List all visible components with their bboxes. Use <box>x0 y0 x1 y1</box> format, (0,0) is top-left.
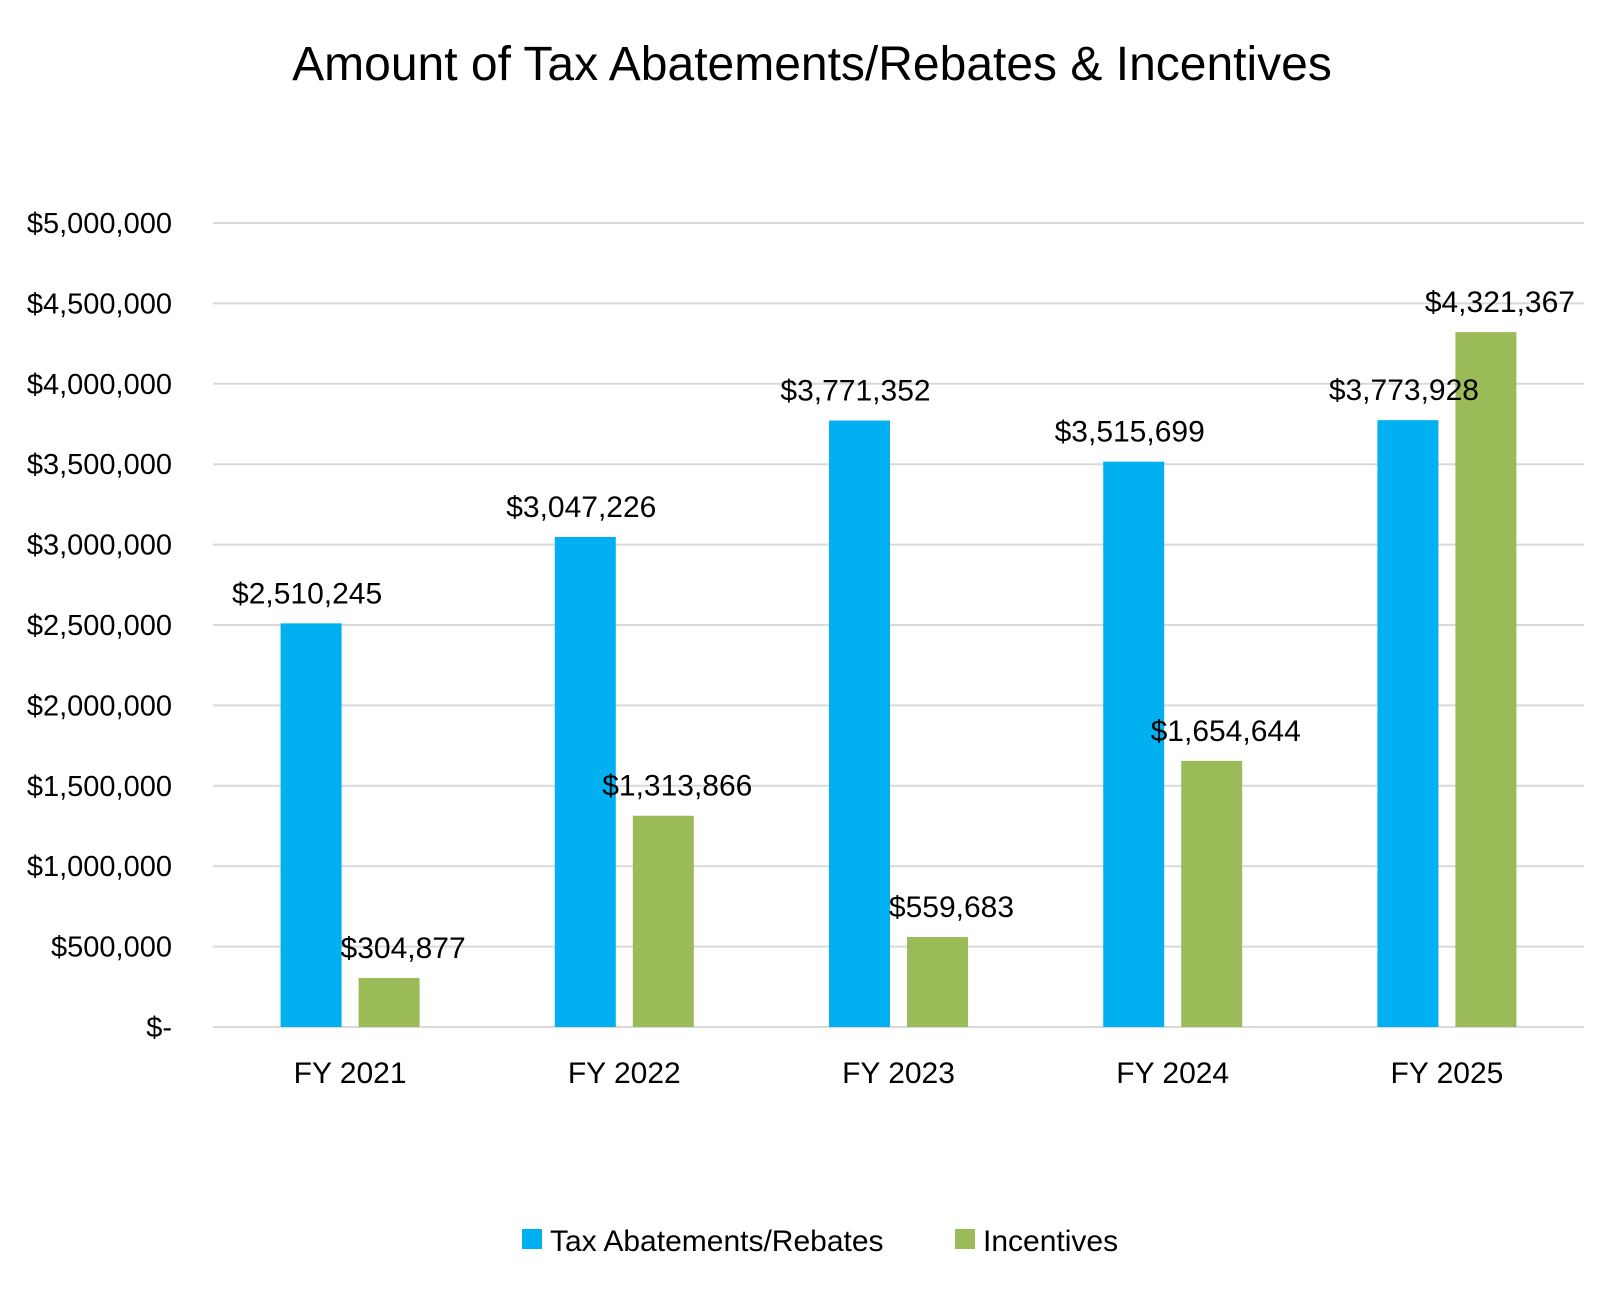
y-tick-label: $2,500,000 <box>27 610 172 642</box>
x-category-label: FY 2025 <box>1390 1057 1503 1090</box>
legend: Tax Abatements/Rebates Incentives <box>522 1225 1118 1258</box>
y-tick-label: $5,000,000 <box>27 208 172 240</box>
y-axis-tick-labels: $- $500,000 $1,000,000 $1,500,000 $2,000,000… <box>27 208 172 1044</box>
bars <box>280 332 1517 1028</box>
x-category-label: FY 2024 <box>1116 1057 1229 1090</box>
bar-tax-abatements-fy-2025 <box>1377 420 1439 1028</box>
y-tick-label: $3,000,000 <box>27 530 172 562</box>
y-tick-label: $500,000 <box>51 932 172 964</box>
data-label: $3,047,226 <box>506 491 656 524</box>
data-label: $3,515,699 <box>1055 416 1205 449</box>
data-label: $559,683 <box>889 891 1014 924</box>
y-tick-label: $4,500,000 <box>27 288 172 320</box>
bar-incentives-fy-2023 <box>907 937 968 1027</box>
legend-swatch-incentives <box>955 1229 975 1249</box>
bar-tax-abatements-fy-2023 <box>829 420 890 1027</box>
data-label: $2,510,245 <box>232 577 382 610</box>
x-category-label: FY 2022 <box>568 1057 681 1090</box>
gridlines <box>213 222 1584 1028</box>
y-tick-label: $1,500,000 <box>27 771 172 803</box>
y-tick-label: $3,500,000 <box>27 449 172 481</box>
x-category-label: FY 2023 <box>842 1057 955 1090</box>
bar-incentives-fy-2021 <box>358 977 420 1027</box>
data-label: $1,313,866 <box>602 770 752 803</box>
chart-title: Amount of Tax Abatements/Rebates & Incen… <box>292 38 1332 91</box>
x-category-label: FY 2021 <box>294 1057 407 1090</box>
legend-label: Incentives <box>983 1225 1118 1258</box>
bar-tax-abatements-fy-2024 <box>1103 461 1165 1027</box>
bar-incentives-fy-2022 <box>632 815 694 1027</box>
bar-incentives-fy-2024 <box>1181 760 1243 1027</box>
bar-tax-abatements-fy-2022 <box>554 537 616 1027</box>
y-tick-label: $2,000,000 <box>27 690 172 722</box>
data-label: $1,654,644 <box>1151 715 1301 748</box>
bar-incentives-fy-2025 <box>1455 332 1517 1028</box>
x-axis-category-labels: FY 2021 FY 2022 FY 2023 FY 2024 FY 2025 <box>294 1057 1504 1090</box>
legend-label: Tax Abatements/Rebates <box>550 1225 884 1258</box>
bar-tax-abatements-fy-2021 <box>280 623 342 1027</box>
y-tick-label: $- <box>146 1012 172 1044</box>
data-label: $304,877 <box>341 932 466 965</box>
data-labels: $2,510,245 $304,877 $3,047,226 $1,313,866 $3… <box>232 286 1575 965</box>
data-label: $4,321,367 <box>1425 286 1575 319</box>
y-tick-label: $1,000,000 <box>27 851 172 883</box>
legend-swatch-tax-abatements <box>522 1229 542 1249</box>
data-label: $3,771,352 <box>780 375 930 408</box>
y-tick-label: $4,000,000 <box>27 369 172 401</box>
data-label: $3,773,928 <box>1329 374 1479 407</box>
